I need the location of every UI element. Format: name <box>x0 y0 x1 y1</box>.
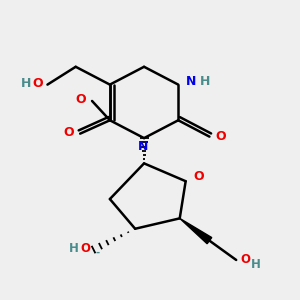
Text: O: O <box>215 130 226 143</box>
Text: O: O <box>81 242 91 255</box>
Text: H: H <box>251 258 261 271</box>
Polygon shape <box>180 218 212 244</box>
Text: O: O <box>76 93 86 106</box>
Text: N: N <box>186 75 196 88</box>
Text: H: H <box>21 76 31 90</box>
Text: N: N <box>137 140 148 153</box>
Text: O: O <box>241 254 251 266</box>
Text: O: O <box>193 170 204 183</box>
Text: O: O <box>64 126 74 139</box>
Text: H: H <box>200 75 210 88</box>
Text: H: H <box>69 242 79 255</box>
Text: -: - <box>95 248 99 257</box>
Text: O: O <box>32 76 43 90</box>
